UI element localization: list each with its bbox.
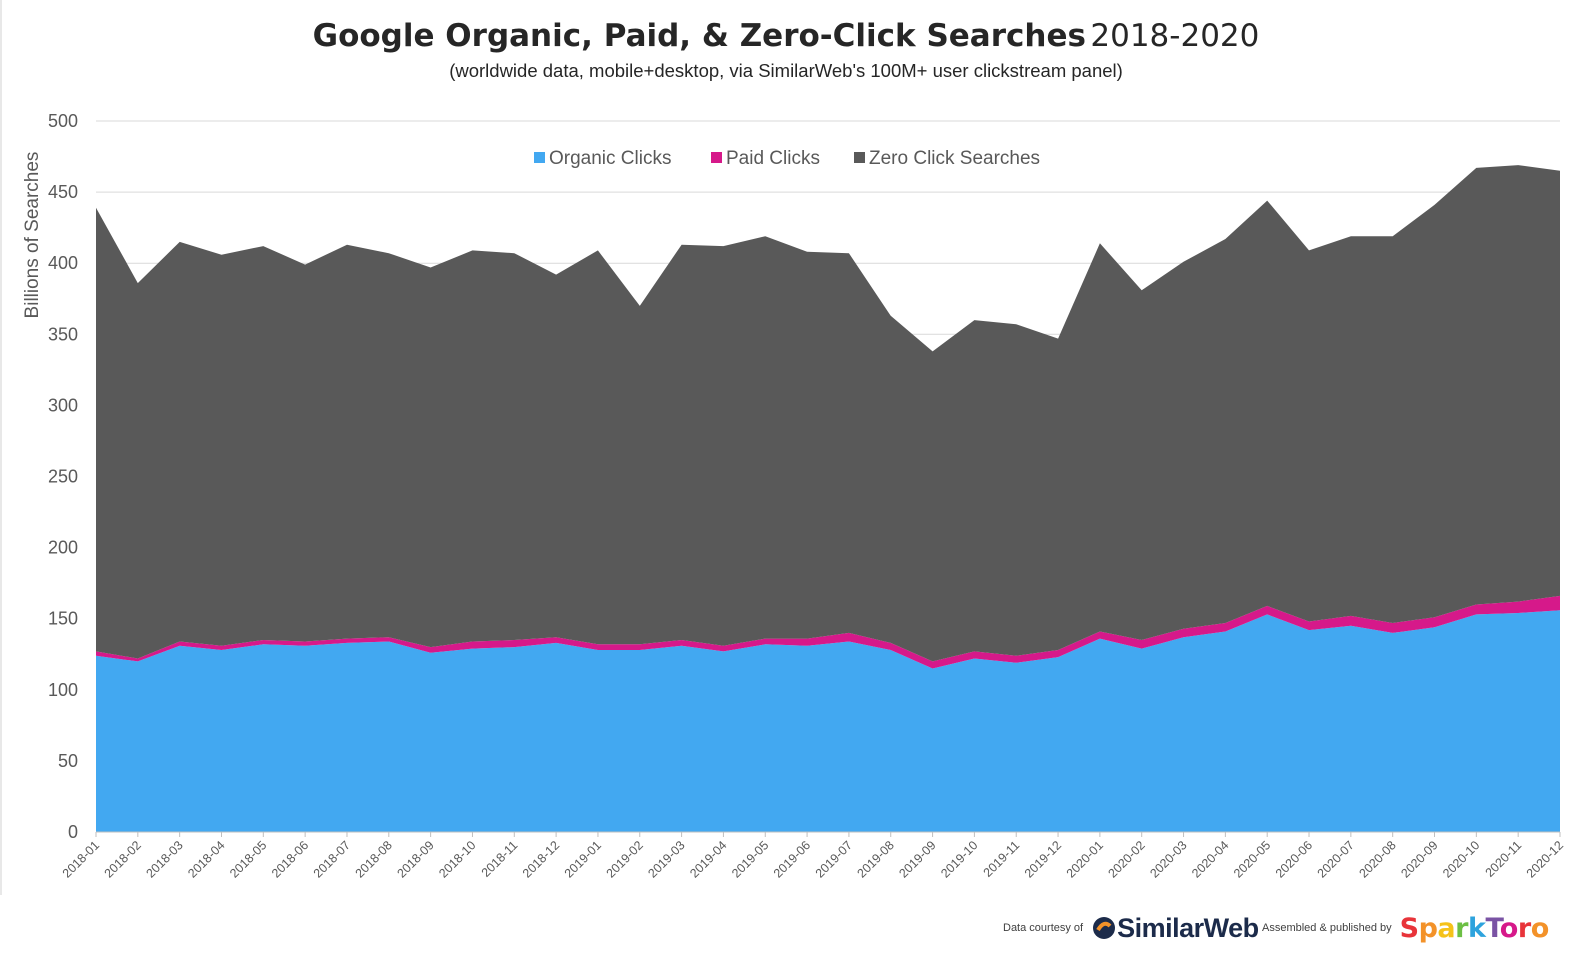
y-tick-label: 0: [68, 822, 78, 842]
sparktoro-letter: a: [1437, 912, 1456, 944]
x-tick-label: 2019-01: [562, 838, 604, 880]
sparktoro-letter: o: [1499, 912, 1519, 944]
sparktoro-letter: T: [1485, 912, 1500, 944]
chart-subtitle: (worldwide data, mobile+desktop, via Sim…: [449, 60, 1123, 81]
y-tick-label: 350: [48, 324, 78, 344]
sparktoro-letter: o: [1530, 912, 1550, 944]
y-tick-label: 400: [48, 253, 78, 273]
x-tick-label: 2019-10: [938, 838, 980, 880]
y-tick-label: 500: [48, 111, 78, 131]
y-tick-label: 450: [48, 182, 78, 202]
x-tick-label: 2018-09: [394, 838, 436, 880]
footer-sparktoro-credit: Assembled & published by SparkToro: [1262, 908, 1549, 948]
x-tick-label: 2019-08: [855, 838, 897, 880]
sparktoro-letter: S: [1399, 912, 1419, 944]
x-tick-label: 2019-02: [604, 838, 646, 880]
series-area-zero-click-searches: [96, 165, 1560, 662]
chart-title: Google Organic, Paid, & Zero-Click Searc…: [0, 18, 1572, 54]
x-tick-label: 2019-12: [1022, 838, 1064, 880]
x-tick-label: 2020-01: [1064, 838, 1106, 880]
sparktoro-letter: r: [1517, 912, 1531, 944]
x-tick-label: 2019-09: [896, 838, 938, 880]
sparktoro-letter: p: [1418, 912, 1438, 944]
y-tick-label: 50: [58, 751, 78, 771]
y-axis-label: Billions of Searches: [22, 152, 43, 319]
x-tick-label: 2020-10: [1440, 838, 1482, 880]
x-tick-label: 2020-11: [1483, 838, 1525, 880]
y-tick-label: 200: [48, 538, 78, 558]
x-tick-label: 2020-07: [1315, 838, 1357, 880]
x-tick-label: 2019-05: [729, 838, 771, 880]
x-tick-label: 2018-12: [520, 838, 562, 880]
sparktoro-letter: k: [1467, 912, 1486, 944]
x-tick-label: 2020-04: [1189, 838, 1231, 880]
sparktoro-logo: SparkToro: [1399, 912, 1550, 944]
x-tick-label: 2020-03: [1147, 838, 1189, 880]
x-tick-label: 2019-04: [687, 838, 729, 880]
x-tick-label: 2018-04: [185, 838, 227, 880]
x-tick-label: 2018-03: [143, 838, 185, 880]
x-tick-label: 2018-11: [479, 838, 521, 880]
similarweb-logo: SimilarWeb: [1091, 913, 1259, 944]
legend-swatch: [854, 152, 865, 163]
assembled-by-label: Assembled & published by: [1262, 922, 1392, 934]
similarweb-icon: [1093, 917, 1116, 939]
sparktoro-letter: r: [1455, 912, 1468, 944]
x-tick-label: 2020-08: [1356, 838, 1398, 880]
x-tick-label: 2018-08: [353, 838, 395, 880]
series-area-organic-clicks: [96, 610, 1560, 832]
chart-title-years: 2018-2020: [1090, 18, 1260, 54]
x-tick-label: 2018-02: [102, 838, 144, 880]
x-tick-label: 2019-03: [645, 838, 687, 880]
chart-title-main: Google Organic, Paid, & Zero-Click Searc…: [312, 18, 1086, 54]
y-tick-label: 100: [48, 680, 78, 700]
x-tick-label: 2020-12: [1524, 838, 1566, 880]
x-tick-label: 2019-06: [771, 838, 813, 880]
y-tick-label: 150: [48, 609, 78, 629]
footer-similarweb-credit: Data courtesy of SimilarWeb: [1003, 908, 1259, 948]
legend-swatch: [711, 152, 722, 163]
legend-swatch: [534, 152, 545, 163]
legend-label: Zero Click Searches: [869, 148, 1040, 169]
x-tick-label: 2020-09: [1398, 838, 1440, 880]
x-tick-label: 2018-07: [311, 838, 353, 880]
x-tick-label: 2018-05: [227, 838, 269, 880]
x-tick-label: 2019-11: [981, 838, 1023, 880]
legend-label: Organic Clicks: [549, 148, 671, 169]
x-tick-label: 2020-02: [1105, 838, 1147, 880]
x-tick-label: 2018-06: [269, 838, 311, 880]
legend-label: Paid Clicks: [726, 148, 820, 169]
similarweb-wordmark: SimilarWeb: [1117, 912, 1259, 943]
x-tick-label: 2018-10: [436, 838, 478, 880]
x-tick-label: 2018-01: [60, 838, 102, 880]
y-tick-label: 250: [48, 467, 78, 487]
x-tick-label: 2019-07: [813, 838, 855, 880]
y-tick-label: 300: [48, 395, 78, 415]
x-tick-label: 2020-05: [1231, 838, 1273, 880]
x-tick-label: 2020-06: [1273, 838, 1315, 880]
data-courtesy-label: Data courtesy of: [1003, 922, 1084, 934]
